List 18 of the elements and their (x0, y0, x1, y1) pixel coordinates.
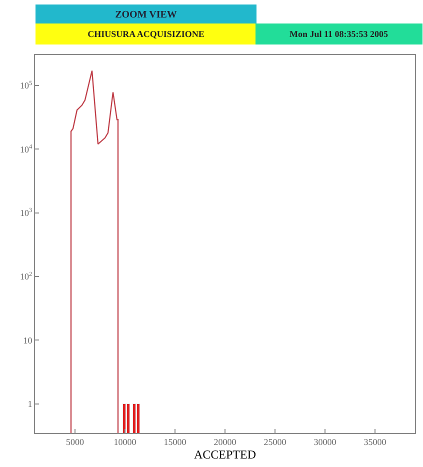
x-tick-label: 10000 (114, 436, 137, 447)
y-tick-label: 10$^{3}$ (20, 207, 32, 218)
y-tick-label: 10$^{5}$ (20, 80, 32, 91)
text: Mon Jul 11 08:35:53 2005 (290, 29, 388, 39)
x-tick-label: 15000 (164, 436, 187, 447)
y-tick-label: 10 (23, 335, 33, 346)
x-tick-label: 20000 (214, 436, 237, 447)
chart-subtitle: CHIUSURA ACQUISIZIONE (88, 29, 204, 39)
chart-title: ZOOM VIEW (115, 10, 177, 20)
x-tick-label: 35000 (364, 436, 387, 447)
x-tick-label: 5000 (66, 436, 84, 447)
line-series (70, 70, 119, 433)
y-tick-label: 1 (28, 399, 32, 410)
x-axis-title: ACCEPTED (194, 448, 256, 462)
y-tick-label: 10$^{4}$ (20, 143, 34, 154)
x-tick-label: 25000 (264, 436, 287, 447)
y-tick-label: 10$^{2}$ (20, 270, 32, 282)
x-tick-label: 30000 (314, 436, 337, 447)
